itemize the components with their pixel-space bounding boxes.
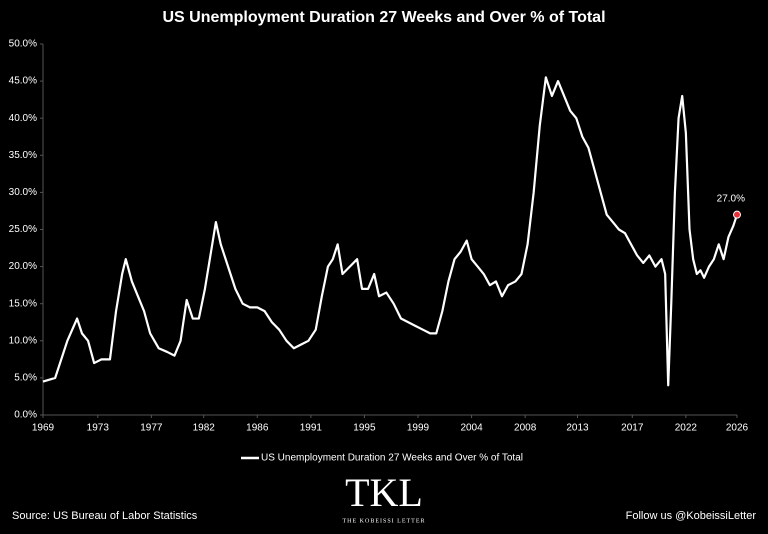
y-tick-label: 5.0%	[14, 373, 37, 384]
x-tick-label: 1999	[407, 423, 430, 434]
x-tick-label: 1973	[87, 423, 110, 434]
follow: Follow us @KobeissiLetter	[626, 510, 757, 522]
source: Source: US Bureau of Labor Statistics	[12, 510, 198, 522]
x-tick-label: 1991	[300, 423, 323, 434]
series-line	[42, 76, 739, 387]
x-tick-label: 1977	[140, 423, 163, 434]
y-tick-label: 15.0%	[9, 298, 37, 309]
y-tick-label: 0.0%	[14, 410, 37, 421]
x-tick-label: 2022	[675, 423, 698, 434]
x-tick-label: 2026	[726, 423, 749, 434]
y-tick-label: 50.0%	[9, 39, 37, 50]
x-tick-label: 1986	[246, 423, 269, 434]
logo: TKL	[345, 470, 423, 515]
y-tick-label: 10.0%	[9, 335, 37, 346]
y-tick-label: 35.0%	[9, 150, 37, 161]
annotation-label: 27.0%	[717, 193, 745, 204]
chart-title: US Unemployment Duration 27 Weeks and Ov…	[162, 9, 605, 26]
annotation-dot	[733, 210, 741, 219]
y-tick-label: 25.0%	[9, 224, 37, 235]
x-tick-label: 2004	[460, 423, 483, 434]
x-tick-label: 2017	[621, 423, 644, 434]
x-tick-label: 1982	[193, 423, 216, 434]
legend-label: US Unemployment Duration 27 Weeks and Ov…	[261, 453, 523, 464]
x-tick-label: 2008	[514, 423, 537, 434]
x-tick-label: 1969	[32, 423, 55, 434]
y-tick-label: 20.0%	[9, 261, 37, 272]
logo-name: THE KOBEISSI LETTER	[343, 518, 426, 524]
y-tick-label: 45.0%	[9, 76, 37, 87]
x-tick-label: 2013	[566, 423, 589, 434]
x-tick-label: 1995	[353, 423, 376, 434]
y-tick-label: 40.0%	[9, 113, 37, 124]
y-tick-label: 30.0%	[9, 187, 37, 198]
